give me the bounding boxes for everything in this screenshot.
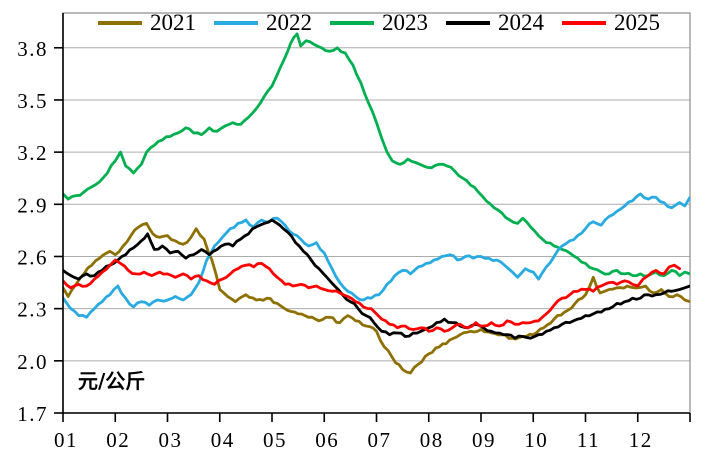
y-tick-label: 1.7 bbox=[17, 402, 48, 426]
series-line-2025 bbox=[63, 258, 681, 333]
x-tick-label: 06 bbox=[315, 428, 339, 452]
y-axis-ticks: 1.7 2.0 2.3 2.6 2.9 3.2 3.5 3.8 bbox=[17, 37, 63, 426]
series-line-2022 bbox=[63, 192, 690, 319]
series-line-2023 bbox=[63, 32, 690, 278]
y-tick-label: 2.0 bbox=[17, 350, 48, 374]
x-tick-label: 09 bbox=[472, 428, 496, 452]
series-line-2024 bbox=[63, 218, 690, 340]
series-line-2021 bbox=[63, 221, 690, 375]
plot-border bbox=[62, 12, 691, 414]
axes bbox=[62, 13, 690, 414]
y-tick-label: 2.6 bbox=[17, 245, 48, 269]
y-gridlines bbox=[63, 47, 690, 362]
x-tick-label: 04 bbox=[211, 428, 235, 452]
x-tick-label: 02 bbox=[106, 428, 130, 452]
y-tick-label: 3.8 bbox=[17, 37, 48, 61]
x-tick-label: 11 bbox=[577, 428, 600, 452]
y-tick-label: 3.2 bbox=[17, 141, 48, 165]
y-tick-label: 2.3 bbox=[17, 298, 48, 322]
x-tick-label: 03 bbox=[159, 428, 183, 452]
x-tick-label: 10 bbox=[524, 428, 548, 452]
x-tick-label: 08 bbox=[420, 428, 444, 452]
y-tick-label: 2.9 bbox=[17, 193, 48, 217]
y-tick-label: 3.5 bbox=[17, 89, 48, 113]
x-tick-label: 05 bbox=[263, 428, 287, 452]
x-tick-label: 07 bbox=[368, 428, 392, 452]
y-axis-unit-label: 元/公斤 bbox=[78, 369, 146, 393]
x-tick-label: 01 bbox=[54, 428, 78, 452]
x-tick-label: 12 bbox=[629, 428, 653, 452]
series-lines bbox=[63, 32, 690, 375]
x-axis-ticks: 01 02 03 04 05 06 07 08 09 10 11 12 bbox=[54, 413, 691, 452]
